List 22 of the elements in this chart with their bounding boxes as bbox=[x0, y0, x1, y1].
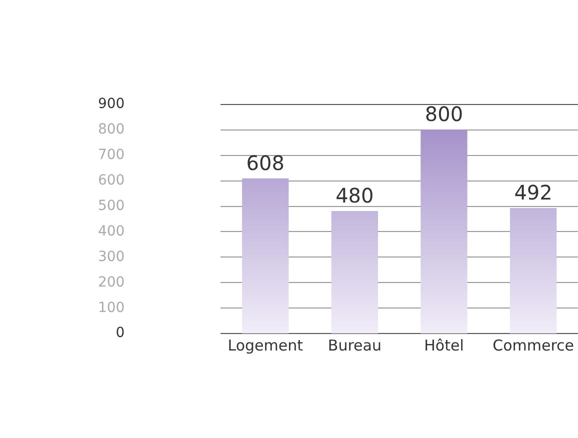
x-tick-label: Logement bbox=[228, 336, 304, 354]
data-label: 480 bbox=[336, 184, 374, 208]
y-tick-label: 700 bbox=[98, 146, 125, 163]
y-tick-label: 300 bbox=[98, 248, 125, 265]
y-tick-label: 200 bbox=[98, 274, 125, 290]
y-tick-label: 400 bbox=[98, 223, 125, 240]
bar bbox=[331, 211, 378, 334]
bar bbox=[242, 178, 289, 334]
y-tick-label: 100 bbox=[98, 300, 125, 316]
data-label: 608 bbox=[246, 150, 284, 175]
x-tick-label: Commerce bbox=[492, 336, 574, 354]
y-tick-label: 900 bbox=[98, 96, 125, 112]
x-tick-label: Hôtel bbox=[424, 336, 464, 354]
data-label: 492 bbox=[514, 180, 552, 205]
y-tick-label: 600 bbox=[98, 172, 125, 188]
y-tick-label: 800 bbox=[98, 122, 125, 138]
data-label: 800 bbox=[424, 102, 464, 126]
bar bbox=[510, 208, 557, 334]
x-tick-label: Bureau bbox=[328, 336, 382, 354]
y-tick-label: 0 bbox=[116, 325, 125, 342]
y-tick-label: 500 bbox=[98, 198, 125, 214]
bar bbox=[420, 130, 468, 334]
